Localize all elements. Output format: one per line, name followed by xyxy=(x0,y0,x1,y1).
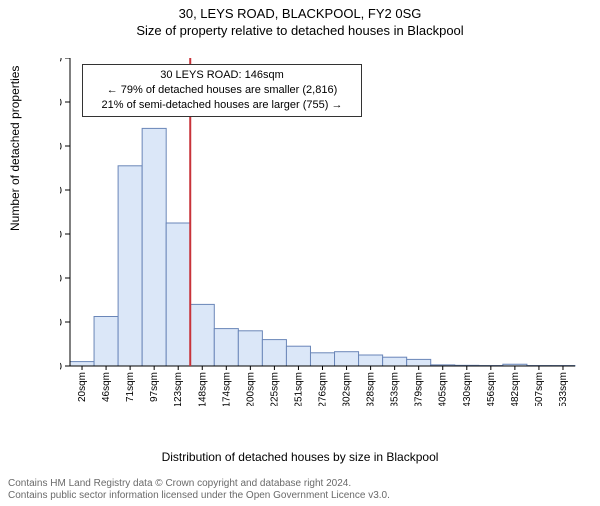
x-tick-label: 430sqm xyxy=(462,372,473,406)
marker-annotation: 30 LEYS ROAD: 146sqm ← 79% of detached h… xyxy=(82,64,362,117)
histogram-bar xyxy=(335,352,359,366)
histogram-bar xyxy=(118,166,142,366)
histogram-bar xyxy=(310,353,334,366)
y-tick-label: 1200 xyxy=(60,97,62,109)
histogram-bar xyxy=(407,359,431,366)
histogram-bar xyxy=(70,362,94,366)
x-tick-label: 174sqm xyxy=(221,372,232,406)
x-tick-label: 225sqm xyxy=(269,372,280,406)
y-axis-label: Number of detached properties xyxy=(8,66,22,231)
y-tick-label: 1000 xyxy=(60,141,62,153)
x-tick-label: 251sqm xyxy=(293,372,304,406)
histogram-bar xyxy=(94,317,118,367)
histogram-bar xyxy=(238,331,262,366)
x-tick-label: 405sqm xyxy=(438,372,449,406)
y-tick-label: 1400 xyxy=(60,58,62,65)
annotation-line3: 21% of semi-detached houses are larger (… xyxy=(91,98,353,113)
footer-line1: Contains HM Land Registry data © Crown c… xyxy=(8,478,390,490)
x-tick-label: 46sqm xyxy=(101,372,112,402)
x-tick-label: 123sqm xyxy=(173,372,184,406)
annotation-line1: 30 LEYS ROAD: 146sqm xyxy=(91,68,353,83)
x-tick-label: 20sqm xyxy=(77,372,88,402)
x-tick-label: 71sqm xyxy=(125,372,136,402)
y-tick-label: 400 xyxy=(60,273,62,285)
footer-line2: Contains public sector information licen… xyxy=(8,490,390,502)
y-tick-label: 0 xyxy=(60,361,62,373)
histogram-bar xyxy=(383,357,407,366)
y-tick-label: 600 xyxy=(60,229,62,241)
histogram-bar xyxy=(190,304,214,366)
x-tick-label: 353sqm xyxy=(390,372,401,406)
histogram-bar xyxy=(142,128,166,366)
y-tick-label: 200 xyxy=(60,317,62,329)
x-tick-label: 507sqm xyxy=(534,372,545,406)
x-tick-label: 328sqm xyxy=(366,372,377,406)
histogram-bar xyxy=(214,329,238,366)
annotation-line2: ← 79% of detached houses are smaller (2,… xyxy=(91,83,353,98)
address-title: 30, LEYS ROAD, BLACKPOOL, FY2 0SG xyxy=(0,6,600,21)
license-footer: Contains HM Land Registry data © Crown c… xyxy=(8,478,390,502)
x-tick-label: 533sqm xyxy=(558,372,569,406)
histogram-bar xyxy=(262,340,286,366)
x-tick-label: 97sqm xyxy=(149,372,160,402)
histogram-bar xyxy=(359,355,383,366)
y-tick-label: 800 xyxy=(60,185,62,197)
x-tick-label: 200sqm xyxy=(245,372,256,406)
x-tick-label: 148sqm xyxy=(197,372,208,406)
x-tick-label: 379sqm xyxy=(414,372,425,406)
histogram-bar xyxy=(286,346,310,366)
histogram-bar xyxy=(166,223,190,366)
x-tick-label: 302sqm xyxy=(342,372,353,406)
x-tick-label: 276sqm xyxy=(318,372,329,406)
x-tick-label: 456sqm xyxy=(486,372,497,406)
x-axis-label: Distribution of detached houses by size … xyxy=(0,450,600,464)
chart-subtitle: Size of property relative to detached ho… xyxy=(0,23,600,38)
x-tick-label: 482sqm xyxy=(510,372,521,406)
